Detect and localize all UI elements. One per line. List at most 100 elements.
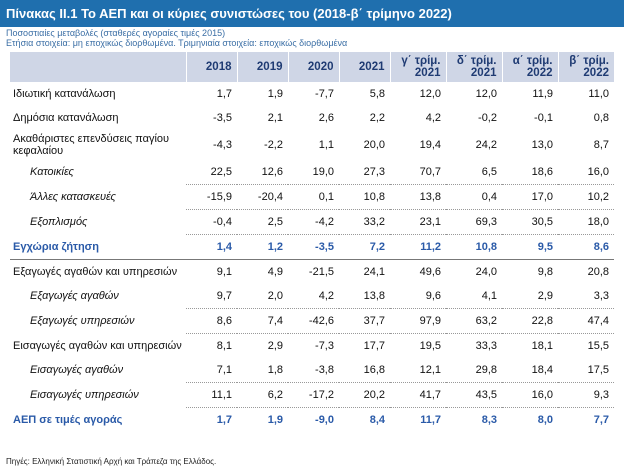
- cell: 17,0: [502, 184, 558, 210]
- table-row: Ακαθάριστες επενδύσεις παγίου κεφαλαίου …: [10, 130, 614, 160]
- cell: 17,7: [363, 340, 385, 352]
- cell: 8,0: [537, 414, 553, 426]
- cell: 63,2: [446, 308, 502, 334]
- cell: 0,8: [593, 112, 609, 124]
- table-row: Εισαγωγές υπηρεσιών 11,1 6,2 -17,2 20,2 …: [10, 382, 614, 408]
- cell: -17,2: [288, 382, 339, 408]
- cell: 11,0: [588, 88, 609, 100]
- row-label: Άλλες κατασκευές: [30, 191, 116, 203]
- row-label: Εξοπλισμός: [30, 216, 88, 228]
- cell: -4,2: [288, 209, 339, 235]
- cell: 1,9: [267, 414, 283, 426]
- cell: 1,1: [318, 139, 334, 151]
- cell: 33,3: [475, 340, 497, 352]
- cell: 11,7: [420, 414, 441, 426]
- cell: 9,5: [537, 241, 553, 253]
- cell: 19,0: [288, 160, 339, 185]
- cell: 18,6: [502, 160, 558, 185]
- row-label: Εξαγωγές υπηρεσιών: [30, 315, 135, 327]
- row-label: Εισαγωγές υπηρεσιών: [30, 389, 139, 401]
- col-header-q1-2022: α΄ τρίμ. 2022: [501, 52, 558, 82]
- table-row: Εξοπλισμός -0,4 2,5 -4,2 33,2 23,1 69,3 …: [10, 209, 614, 235]
- cell: 8,7: [593, 139, 609, 151]
- cell: -21,5: [288, 259, 339, 284]
- cell: 2,6: [318, 112, 334, 124]
- cell: 1,7: [216, 414, 232, 426]
- cell: 33,2: [339, 209, 390, 235]
- cell: 13,8: [339, 284, 390, 309]
- cell: 49,6: [390, 259, 446, 284]
- cell: -20,4: [237, 184, 288, 210]
- cell: 12,0: [475, 88, 497, 100]
- table-row: Κατοικίες 22,5 12,6 19,0 27,3 70,7 6,5 1…: [10, 160, 614, 185]
- table-row: Εισαγωγές αγαθών 7,1 1,8 -3,8 16,8 12,1 …: [10, 358, 614, 383]
- cell: -7,3: [315, 340, 334, 352]
- cell: 16,0: [558, 160, 614, 185]
- cell: 18,0: [558, 209, 614, 235]
- cell: 12,6: [237, 160, 288, 185]
- cell: 9,8: [502, 259, 558, 284]
- cell: 9,1: [186, 259, 237, 284]
- col-header-2018: 2018: [185, 52, 237, 82]
- cell: 22,5: [186, 160, 237, 185]
- cell: 22,8: [502, 308, 558, 334]
- cell: 9,3: [558, 382, 614, 408]
- cell: 41,7: [390, 382, 446, 408]
- cell: 13,0: [531, 139, 553, 151]
- gdp-components-table: 2018 2019 2020 2021 γ΄ τρίμ. 2021 δ΄ τρίμ…: [10, 52, 614, 432]
- cell: 69,3: [446, 209, 502, 235]
- cell: 20,8: [558, 259, 614, 284]
- cell: -0,2: [478, 112, 497, 124]
- cell: 10,8: [339, 184, 390, 210]
- row-label: Εισαγωγές αγαθών: [30, 364, 124, 377]
- cell: 10,2: [558, 184, 614, 210]
- cell: 24,1: [339, 259, 390, 284]
- cell: -15,9: [186, 184, 237, 210]
- cell: 1,4: [216, 241, 232, 253]
- cell: -42,6: [288, 308, 339, 334]
- table-row-gdp: ΑΕΠ σε τιμές αγοράς 1,7 1,9 -9,0 8,4 11,…: [10, 408, 614, 433]
- row-label: Εγχώρια ζήτηση: [13, 240, 99, 253]
- cell: 12,1: [390, 358, 446, 383]
- row-label: Ιδιωτική κατανάλωση: [13, 88, 116, 100]
- cell: 37,7: [339, 308, 390, 334]
- cell: 24,2: [475, 139, 497, 151]
- cell: 11,9: [532, 88, 553, 100]
- cell: 47,4: [558, 308, 614, 334]
- cell: -9,0: [315, 414, 334, 426]
- cell: 2,0: [237, 284, 288, 309]
- cell: 8,6: [186, 308, 237, 334]
- cell: 2,9: [502, 284, 558, 309]
- table-title: Πίνακας ΙΙ.1 Το ΑΕΠ και οι κύριες συνιστ…: [0, 0, 624, 27]
- cell: 2,5: [237, 209, 288, 235]
- cell: 11,2: [420, 241, 441, 253]
- cell: 16,0: [502, 382, 558, 408]
- cell: 8,6: [593, 241, 609, 253]
- row-label: Εισαγωγές αγαθών και υπηρεσιών: [13, 339, 182, 352]
- header-blank: [10, 52, 186, 82]
- cell: 2,2: [369, 112, 385, 124]
- cell: 7,2: [369, 241, 385, 253]
- col-header-2021: 2021: [338, 52, 390, 82]
- row-label: ΑΕΠ σε τιμές αγοράς: [13, 413, 123, 426]
- cell: 97,9: [390, 308, 446, 334]
- table-row: Ιδιωτική κατανάλωση 1,7 1,9 -7,7 5,8 12,…: [10, 82, 614, 106]
- cell: 4,1: [446, 284, 502, 309]
- cell: 4,2: [288, 284, 339, 309]
- cell: 10,8: [475, 241, 497, 253]
- table-row: Εισαγωγές αγαθών και υπηρεσιών 8,1 2,9 -…: [10, 334, 614, 359]
- table-subtitle-units: Ποσοστιαίες μεταβολές (σταθερές αγοραίες…: [6, 28, 226, 38]
- cell: 23,1: [390, 209, 446, 235]
- source-note: Πηγές: Ελληνική Στατιστική Αρχή και Τράπ…: [6, 457, 217, 466]
- cell: 70,7: [390, 160, 446, 185]
- cell: -3,8: [288, 358, 339, 383]
- cell: 7,4: [237, 308, 288, 334]
- cell: 0,1: [288, 184, 339, 210]
- cell: 8,3: [481, 414, 497, 426]
- cell: 7,1: [186, 358, 237, 383]
- table-row-domestic-demand: Εγχώρια ζήτηση 1,4 1,2 -3,5 7,2 11,2 10,…: [10, 235, 614, 260]
- cell: 30,5: [502, 209, 558, 235]
- cell: 17,5: [558, 358, 614, 383]
- cell: 6,2: [237, 382, 288, 408]
- cell: 43,5: [446, 382, 502, 408]
